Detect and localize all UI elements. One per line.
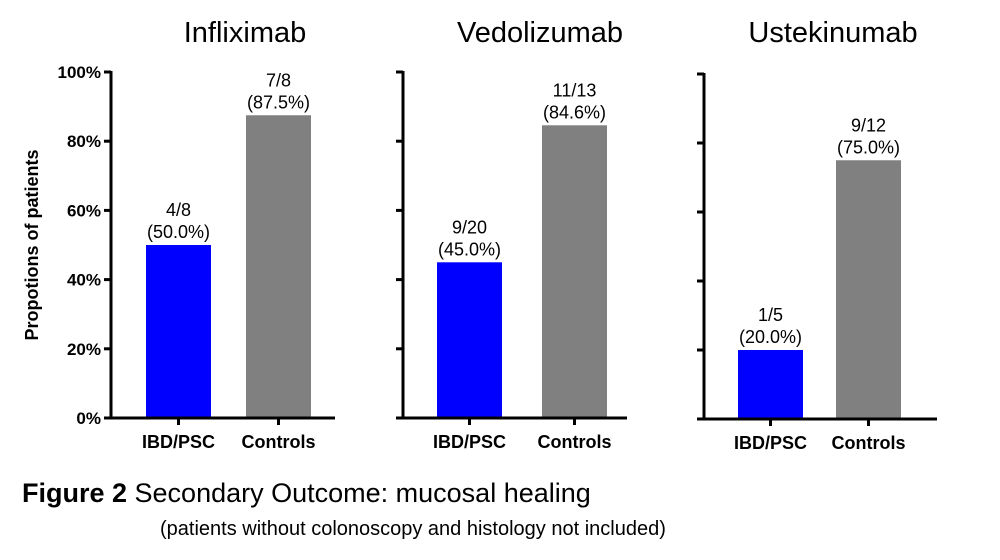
y-tick-label: 100% — [58, 63, 101, 82]
y-tick-label: 60% — [67, 201, 101, 220]
figure-caption-note: (patients without colonoscopy and histol… — [160, 518, 666, 540]
x-tick-label: Controls — [242, 432, 316, 452]
data-label: 9/12 — [851, 115, 886, 135]
x-tick-label: Controls — [832, 433, 906, 453]
y-axis-label: Propotions of patients — [22, 150, 42, 341]
panel-title: Vedolizumab — [457, 17, 623, 49]
y-tick-label: 0% — [76, 409, 101, 428]
data-label: 11/13 — [553, 80, 597, 100]
panel-title: Infliximab — [184, 17, 307, 49]
data-label: (84.6%) — [543, 102, 606, 122]
x-tick-label: IBD/PSC — [734, 433, 807, 453]
figure-caption: Figure 2 Secondary Outcome: mucosal heal… — [22, 478, 591, 509]
data-label: (75.0%) — [837, 137, 900, 157]
data-label: (50.0%) — [147, 222, 210, 242]
data-label: 9/20 — [452, 217, 487, 237]
bar-ibdpsc — [146, 245, 211, 418]
x-tick-label: Controls — [538, 432, 612, 452]
bar-controls — [836, 160, 901, 419]
x-tick-label: IBD/PSC — [433, 432, 506, 452]
x-tick-label: IBD/PSC — [142, 432, 215, 452]
data-label: 7/8 — [266, 70, 291, 90]
y-tick-label: 80% — [67, 132, 101, 151]
data-label: (20.0%) — [739, 327, 802, 347]
figure-caption-text: Secondary Outcome: mucosal healing — [127, 478, 591, 508]
data-label: (87.5%) — [247, 92, 310, 112]
bar-controls — [246, 115, 311, 418]
figure-number: Figure 2 — [22, 478, 128, 508]
y-tick-label: 40% — [67, 271, 101, 290]
y-tick-label: 20% — [67, 340, 101, 359]
bar-ibdpsc — [738, 350, 803, 419]
panel-title: Ustekinumab — [748, 17, 917, 49]
bar-controls — [542, 125, 607, 418]
chart: Infliximab 4/8(50.0%) IBD/PSC 7/8(87.5%) Con… — [22, 17, 937, 453]
data-label: (45.0%) — [438, 239, 501, 259]
bar-ibdpsc — [437, 262, 502, 418]
data-label: 4/8 — [166, 200, 191, 220]
data-label: 1/5 — [758, 305, 783, 325]
